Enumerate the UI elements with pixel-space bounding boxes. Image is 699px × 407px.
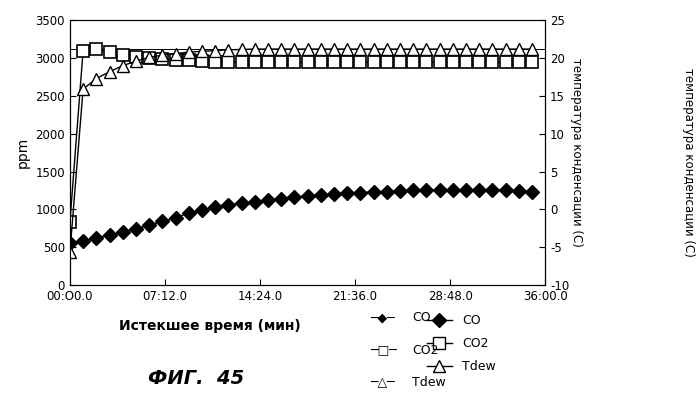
Text: Tdew: Tdew bbox=[412, 376, 446, 389]
Text: ─◆─: ─◆─ bbox=[370, 311, 395, 324]
Text: ─△─: ─△─ bbox=[370, 376, 395, 389]
Text: CO: CO bbox=[412, 311, 431, 324]
Text: ФИГ.  45: ФИГ. 45 bbox=[147, 369, 244, 388]
Y-axis label: ppm: ppm bbox=[16, 137, 30, 168]
Text: ─□─: ─□─ bbox=[370, 344, 397, 357]
Legend: CO, CO2, Tdew: CO, CO2, Tdew bbox=[422, 309, 500, 379]
Text: температура конденсации (С): температура конденсации (С) bbox=[682, 68, 695, 257]
Text: Истекшее время (мин): Истекшее время (мин) bbox=[119, 319, 301, 333]
Y-axis label: температура конденсации (С): температура конденсации (С) bbox=[570, 58, 583, 247]
Text: CO2: CO2 bbox=[412, 344, 439, 357]
